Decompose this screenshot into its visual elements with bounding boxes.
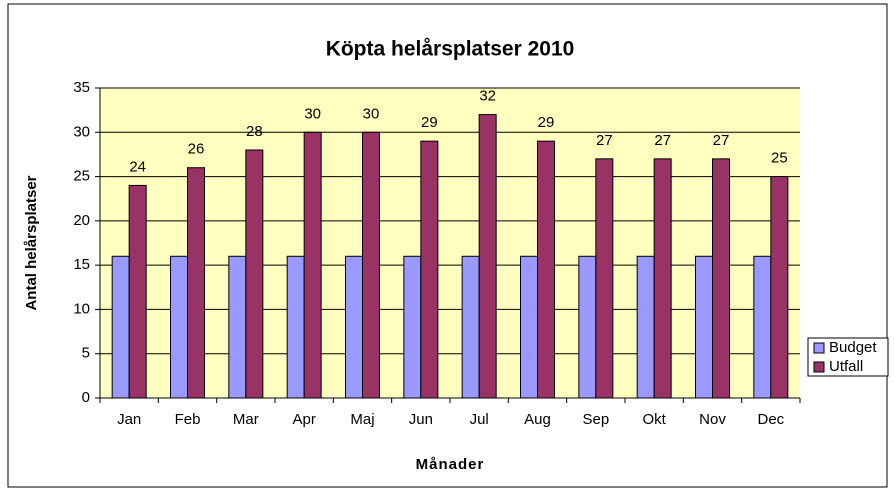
bar: [595, 158, 614, 399]
bar: [753, 255, 772, 399]
y-tick-label: 5: [82, 345, 90, 362]
x-tick-label: Dec: [757, 411, 784, 428]
bar: [712, 158, 730, 399]
bar: [537, 140, 555, 399]
x-tick-label: Nov: [699, 411, 726, 428]
data-label: 29: [421, 114, 438, 131]
y-tick-label: 35: [73, 79, 90, 96]
bar: [461, 255, 480, 399]
bar: [187, 167, 205, 399]
bar: [420, 140, 439, 399]
plot-area: [100, 88, 800, 398]
bar: [636, 255, 655, 399]
data-label: 30: [363, 105, 380, 122]
bar: [170, 255, 188, 399]
data-label: 30: [304, 105, 321, 122]
x-axis-label: Månader: [416, 456, 485, 473]
data-label: 32: [479, 88, 496, 105]
x-tick-label: Jul: [470, 411, 489, 428]
bar: [362, 131, 380, 399]
legend-swatch: [813, 361, 825, 373]
bar: [245, 149, 264, 399]
y-tick-label: 25: [73, 168, 90, 185]
legend-label: Utfall: [829, 358, 863, 375]
x-tick-label: Mar: [233, 411, 259, 428]
data-label: 28: [246, 123, 263, 140]
bar: [770, 176, 789, 399]
chart-title: Köpta helårsplatser 2010: [326, 38, 575, 61]
data-label: 27: [654, 132, 671, 149]
y-axis-label: Antal helårsplatser: [23, 175, 40, 310]
y-tick-label: 15: [73, 256, 90, 273]
data-label: 25: [771, 150, 788, 167]
bar: [128, 184, 147, 399]
x-tick-label: Aug: [524, 411, 551, 428]
x-tick-label: Jun: [409, 411, 433, 428]
y-tick-label: 0: [82, 389, 90, 406]
y-tick-label: 10: [73, 300, 90, 317]
legend-label: Budget: [829, 339, 877, 356]
data-label: 24: [129, 158, 146, 175]
x-tick-label: Okt: [642, 411, 666, 428]
data-label: 26: [188, 141, 205, 158]
x-tick-label: Feb: [175, 411, 201, 428]
bar: [303, 131, 322, 399]
y-tick-label: 20: [73, 212, 90, 229]
x-tick-label: Sep: [582, 411, 609, 428]
bar: [520, 255, 538, 399]
y-tick-label: 30: [73, 123, 90, 140]
x-tick-label: Maj: [350, 411, 374, 428]
bar: [111, 255, 130, 399]
bar: [286, 255, 305, 399]
data-label: 27: [596, 132, 613, 149]
bar: [578, 255, 597, 399]
data-label: 27: [713, 132, 730, 149]
x-tick-label: Jan: [117, 411, 141, 428]
bar: [345, 255, 363, 399]
legend-swatch: [813, 342, 825, 354]
x-tick-label: Apr: [292, 411, 315, 428]
bar: [695, 255, 713, 399]
bar: [403, 255, 422, 399]
bar: [478, 114, 497, 399]
data-label: 29: [538, 114, 555, 131]
bar: [653, 158, 672, 399]
bar: [228, 255, 247, 399]
